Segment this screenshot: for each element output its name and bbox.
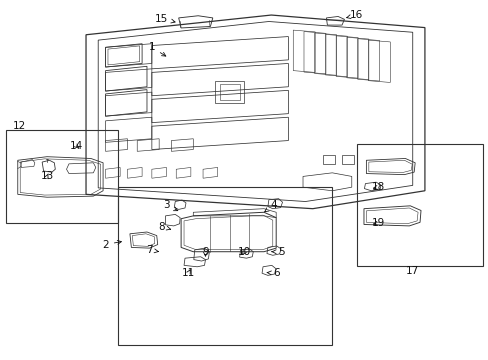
Text: 11: 11: [182, 268, 195, 278]
Text: 18: 18: [371, 182, 385, 192]
Text: 4: 4: [264, 200, 277, 212]
Text: 15: 15: [155, 14, 175, 24]
Text: 7: 7: [146, 245, 158, 255]
Bar: [341, 155, 353, 164]
Bar: [220, 84, 239, 100]
Text: 5: 5: [271, 247, 284, 257]
Text: 10: 10: [238, 247, 250, 257]
Text: 14: 14: [69, 141, 83, 151]
Text: 17: 17: [405, 266, 419, 276]
Bar: [5, 130, 118, 223]
Text: 6: 6: [266, 268, 279, 278]
Text: 13: 13: [41, 171, 54, 181]
Text: 1: 1: [148, 42, 165, 56]
Text: 2: 2: [102, 239, 121, 249]
Text: 12: 12: [13, 121, 26, 131]
Bar: [356, 144, 483, 266]
Text: 16: 16: [346, 10, 363, 20]
Text: 19: 19: [371, 218, 385, 228]
Bar: [118, 187, 331, 345]
Text: 9: 9: [202, 247, 208, 257]
Bar: [215, 81, 244, 103]
Text: 8: 8: [158, 222, 170, 231]
Bar: [322, 155, 334, 164]
Text: 3: 3: [163, 200, 178, 211]
